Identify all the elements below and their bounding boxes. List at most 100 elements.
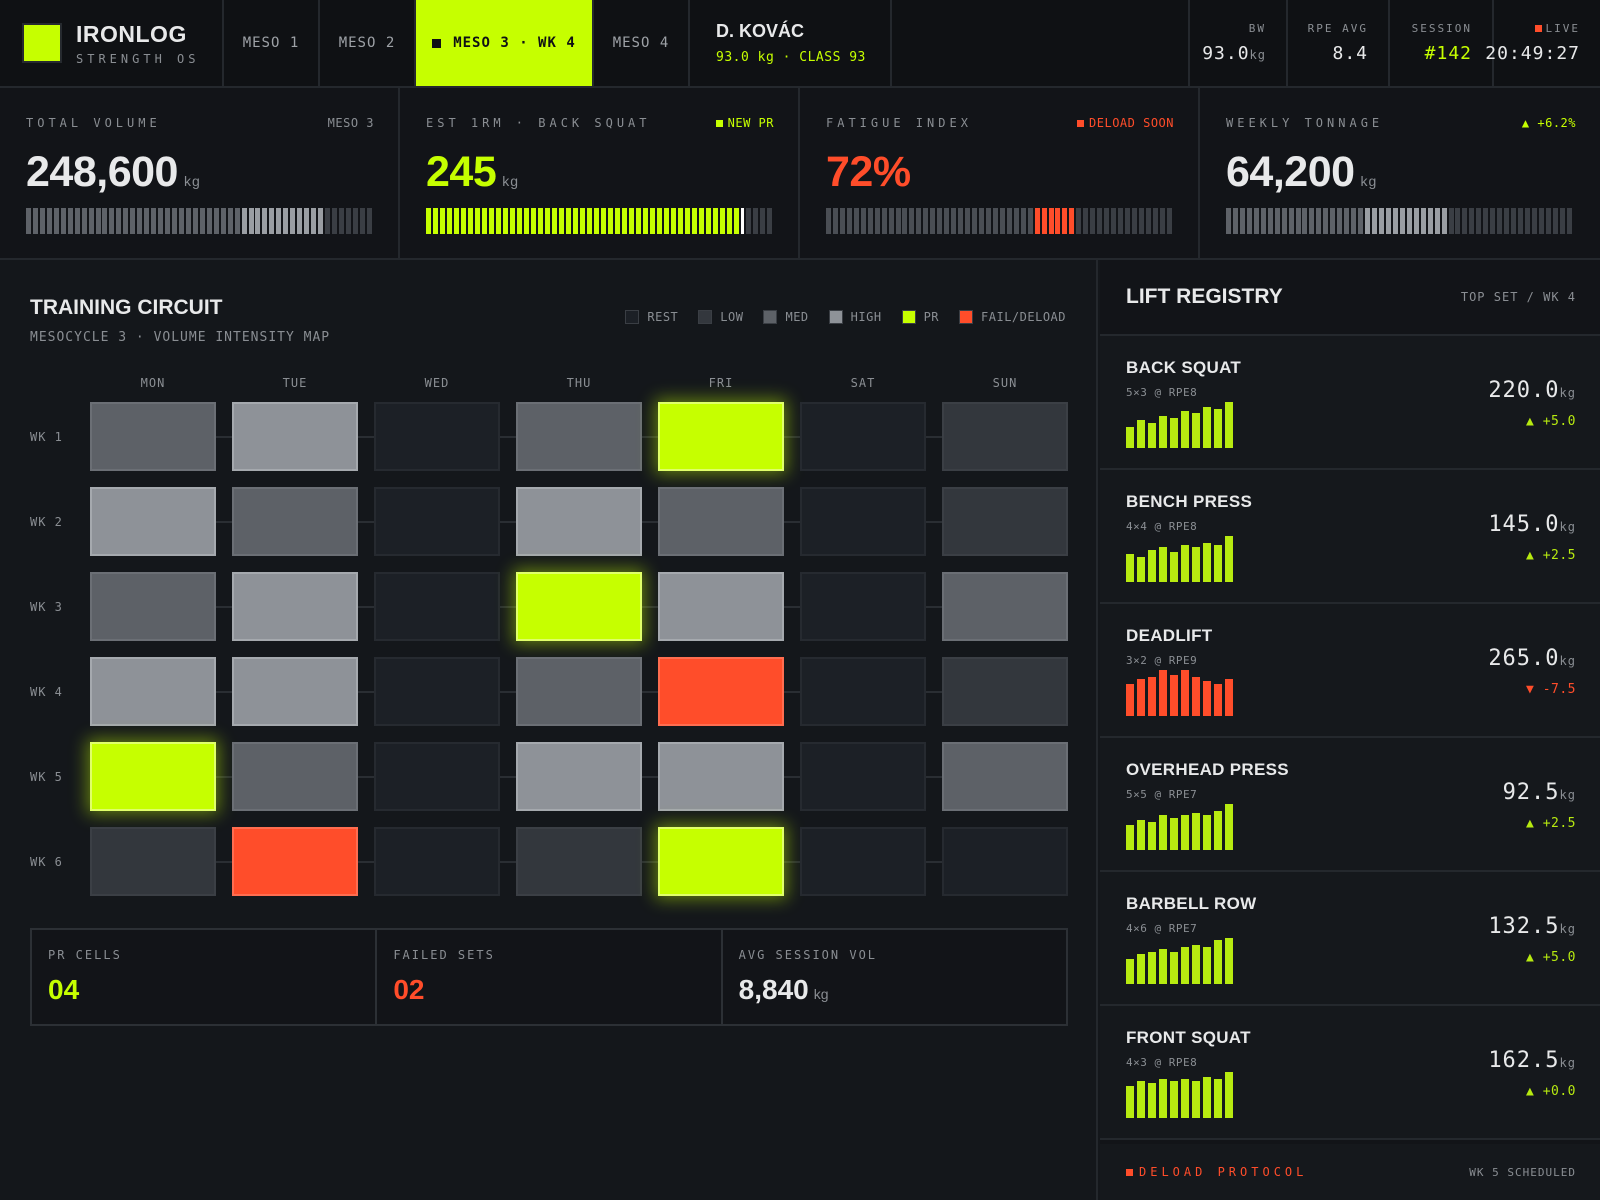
legend-item-low: LOW: [698, 310, 743, 324]
registry-title: LIFT REGISTRY: [1126, 285, 1283, 308]
spark-bar: [1137, 557, 1145, 582]
athlete-card[interactable]: D. KOVÁC 93.0 kg · CLASS 93: [690, 0, 892, 86]
meter-segment: [352, 208, 358, 234]
session-cell[interactable]: [90, 657, 216, 726]
meter-segment: [538, 208, 543, 234]
session-cell[interactable]: [942, 742, 1068, 811]
spark-bar: [1137, 1081, 1145, 1118]
session-cell[interactable]: [800, 402, 926, 471]
session-cell[interactable]: [90, 572, 216, 641]
lift-row[interactable]: OVERHEAD PRESS 5×5 @ RPE7 92.5kg ▲ +2.5: [1100, 738, 1600, 872]
session-cell[interactable]: [232, 742, 358, 811]
meter-segment: [1545, 208, 1551, 234]
meter-segment: [1330, 208, 1336, 234]
lift-scheme: 4×4 @ RPE8: [1126, 520, 1198, 533]
session-cell[interactable]: [516, 572, 642, 641]
session-cell[interactable]: [942, 827, 1068, 896]
spark-bar: [1148, 677, 1156, 716]
session-cell[interactable]: [374, 657, 500, 726]
week-label: WK 2: [30, 515, 63, 529]
session-cell[interactable]: [658, 572, 784, 641]
deload-label: DELOAD PROTOCOL: [1139, 1165, 1308, 1179]
session-cell[interactable]: [232, 487, 358, 556]
tab-meso-3-active[interactable]: MESO 3 · WK 4: [416, 0, 594, 86]
session-cell[interactable]: [90, 827, 216, 896]
session-cell[interactable]: [516, 657, 642, 726]
session-cell[interactable]: [374, 402, 500, 471]
session-cell[interactable]: [800, 657, 926, 726]
session-cell[interactable]: [516, 827, 642, 896]
session-cell[interactable]: [90, 402, 216, 471]
meter-segment: [1392, 208, 1398, 234]
cell-connector: [784, 691, 800, 693]
session-cell[interactable]: [942, 572, 1068, 641]
meter-segment: [622, 208, 627, 234]
kpi-fatigue-index[interactable]: FATIGUE INDEX DELOAD SOON 72%: [800, 88, 1200, 258]
session-cell[interactable]: [658, 827, 784, 896]
session-cell[interactable]: [800, 487, 926, 556]
cell-connector: [358, 861, 374, 863]
session-cell[interactable]: [374, 487, 500, 556]
lift-row[interactable]: DEADLIFT 3×2 @ RPE9 265.0kg ▼ -7.5: [1100, 604, 1600, 738]
spark-bar: [1126, 554, 1134, 582]
kpi-weekly-tonnage[interactable]: WEEKLY TONNAGE ▲ +6.2% 64,200 kg: [1200, 88, 1600, 258]
session-cell[interactable]: [800, 742, 926, 811]
meter-segment: [978, 208, 984, 234]
lift-row[interactable]: FRONT SQUAT 4×3 @ RPE8 162.5kg ▲ +0.0: [1100, 1006, 1600, 1140]
spark-bar: [1181, 545, 1189, 582]
session-cell[interactable]: [516, 402, 642, 471]
meter-segment: [1138, 208, 1144, 234]
session-cell[interactable]: [516, 487, 642, 556]
spark-bar: [1181, 670, 1189, 716]
session-cell[interactable]: [374, 742, 500, 811]
tab-meso-4[interactable]: MESO 4: [594, 0, 690, 86]
meter-segment: [290, 208, 296, 234]
session-cell[interactable]: [90, 487, 216, 556]
session-cell[interactable]: [800, 572, 926, 641]
session-cell[interactable]: [942, 487, 1068, 556]
spark-bar: [1148, 550, 1156, 582]
lift-row[interactable]: BARBELL ROW 4×6 @ RPE7 132.5kg ▲ +5.0: [1100, 872, 1600, 1006]
session-cell[interactable]: [658, 657, 784, 726]
meter-segment: [46, 208, 52, 234]
brand[interactable]: IRONLOG STRENGTH OS: [0, 0, 224, 86]
spark-bar: [1148, 1083, 1156, 1118]
brand-logo-icon: [24, 25, 60, 61]
session-cell[interactable]: [232, 572, 358, 641]
kpi-total-volume[interactable]: TOTAL VOLUME MESO 3 248,600 kg: [0, 88, 400, 258]
spark-bar: [1225, 536, 1233, 582]
meter-segment: [1062, 208, 1068, 234]
spark-bar: [1170, 952, 1178, 984]
circuit-title: TRAINING CIRCUIT: [30, 296, 223, 319]
session-cell[interactable]: [232, 827, 358, 896]
session-cell[interactable]: [232, 657, 358, 726]
session-cell[interactable]: [942, 657, 1068, 726]
spark-bar: [1214, 1079, 1222, 1118]
meter-segment: [1378, 208, 1384, 234]
lift-row[interactable]: BACK SQUAT 5×3 @ RPE8 220.0kg ▲ +5.0: [1100, 336, 1600, 470]
session-cell[interactable]: [516, 742, 642, 811]
session-cell[interactable]: [658, 742, 784, 811]
meter-segment: [1048, 208, 1054, 234]
session-cell[interactable]: [942, 402, 1068, 471]
spark-bar: [1192, 413, 1200, 448]
lift-scheme: 3×2 @ RPE9: [1126, 654, 1198, 667]
cell-connector: [926, 436, 942, 438]
session-cell[interactable]: [658, 487, 784, 556]
deload-protocol-bar[interactable]: DELOAD PROTOCOL WK 5 SCHEDULED: [1100, 1144, 1600, 1200]
session-cell[interactable]: [800, 827, 926, 896]
intensity-legend: REST LOW MED HIGH PR FAIL/DELOAD: [625, 310, 1066, 324]
tab-meso-1[interactable]: MESO 1: [224, 0, 320, 86]
kpi-est-1rm[interactable]: EST 1RM · BACK SQUAT NEW PR 245 kg: [400, 88, 800, 258]
tab-meso-2[interactable]: MESO 2: [320, 0, 416, 86]
session-cell[interactable]: [658, 402, 784, 471]
session-cell[interactable]: [374, 827, 500, 896]
session-cell[interactable]: [90, 742, 216, 811]
meter-segment: [573, 208, 578, 234]
session-cell[interactable]: [232, 402, 358, 471]
lift-weight: 265.0kg: [1488, 646, 1576, 671]
lift-row[interactable]: BENCH PRESS 4×4 @ RPE8 145.0kg ▲ +2.5: [1100, 470, 1600, 604]
stat-session: SESSION #142: [1390, 0, 1494, 86]
session-cell[interactable]: [374, 572, 500, 641]
meter-segment: [1497, 208, 1503, 234]
